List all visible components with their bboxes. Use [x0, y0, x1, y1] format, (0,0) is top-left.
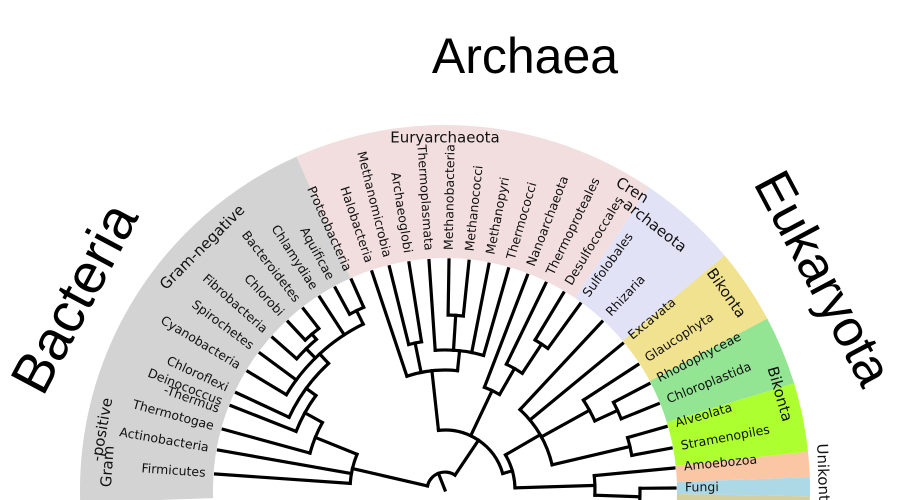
- group-unikonta: Unikonta: [813, 443, 833, 500]
- branch-segment: [611, 381, 652, 405]
- branch-arc: [404, 368, 460, 379]
- group-gram-positive-1: Gram: [97, 445, 118, 488]
- plants-band: [649, 318, 795, 423]
- branch-segment: [413, 341, 423, 375]
- branch-segment: [469, 262, 491, 355]
- branch-segment: [527, 341, 625, 423]
- branch-segment: [517, 319, 605, 412]
- branch-arc: [436, 428, 505, 476]
- branch-segment: [436, 471, 448, 493]
- branch-segment: [592, 408, 620, 424]
- branch-arc: [425, 470, 458, 488]
- branch-segment: [451, 313, 458, 352]
- branch-segment: [350, 466, 430, 488]
- branch-arc: [284, 321, 366, 397]
- branch-segment: [270, 335, 299, 362]
- branch-segment: [520, 341, 544, 376]
- branch-segment: [333, 285, 352, 317]
- branch-segment: [407, 260, 424, 344]
- branch-segment: [504, 281, 548, 367]
- phylogenetic-branches: [213, 258, 677, 500]
- branch-segment: [446, 258, 451, 317]
- branch-segment: [455, 349, 462, 373]
- branch-segment: [228, 403, 299, 434]
- taxon-amoebozoa: Amoebozoa: [683, 451, 758, 473]
- branch-segment: [619, 401, 661, 421]
- taxon-firmicutes: Firmicutes: [141, 460, 206, 479]
- branch-arc: [406, 339, 424, 347]
- branch-segment: [468, 388, 495, 438]
- animalia-band: [676, 494, 810, 500]
- branch-arc: [286, 361, 331, 420]
- amoebozoa-band: [675, 451, 810, 482]
- branch-segment: [213, 472, 352, 486]
- bacteria-band: [79, 156, 351, 500]
- branch-arc: [446, 313, 466, 318]
- branch-segment: [593, 493, 642, 499]
- branch-segment: [532, 290, 566, 343]
- branch-arc: [638, 486, 642, 500]
- branch-segment: [482, 273, 530, 390]
- taxon-thermoplasmata: Thermoplasmata: [414, 143, 436, 251]
- branch-segment: [285, 319, 308, 343]
- branch-segment: [503, 432, 543, 458]
- branch-segment: [317, 294, 347, 338]
- branch-segment: [550, 444, 632, 467]
- crenarchaeota-band: [574, 187, 725, 341]
- archaea-band: [296, 125, 650, 298]
- domain-label-archaea: Archaea: [432, 28, 618, 84]
- branch-segment: [349, 277, 366, 310]
- branch-segment: [545, 301, 583, 351]
- branch-segment: [497, 366, 517, 397]
- branch-segment: [461, 259, 471, 318]
- branch-arc: [517, 407, 555, 467]
- branch-segment: [302, 410, 325, 425]
- branch-segment: [629, 446, 673, 458]
- branch-segment: [387, 264, 411, 347]
- branch-segment: [539, 408, 592, 440]
- alveolata-stramenopiles-band: [666, 383, 808, 466]
- branch-segment: [234, 390, 292, 420]
- branch-segment: [221, 427, 312, 456]
- taxon-methanobacteria: Methanobacteria: [441, 144, 458, 250]
- branch-segment: [369, 269, 409, 379]
- branch-segment: [513, 483, 597, 490]
- group-euryarchaeota: Euryarchaeota: [390, 129, 499, 147]
- branch-segment: [500, 468, 515, 476]
- branch-segment: [625, 424, 669, 440]
- branch-segment: [592, 466, 676, 478]
- branch-segment: [303, 346, 318, 361]
- branch-segment: [257, 350, 299, 383]
- branch-segment: [430, 368, 441, 433]
- branch-segment: [481, 266, 511, 358]
- branch-segment: [313, 435, 360, 457]
- colored-group-bands: [79, 125, 810, 500]
- branch-segment: [303, 386, 319, 398]
- bikonta-excavata-band: [622, 255, 768, 382]
- branch-segment: [301, 306, 322, 331]
- branch-segment: [354, 308, 366, 327]
- branch-segment: [452, 437, 481, 478]
- branch-arc: [581, 397, 597, 424]
- branch-segment: [427, 258, 437, 353]
- branch-segment: [317, 351, 331, 366]
- taxon-fungi: Fungi: [685, 479, 719, 494]
- fungi-band: [676, 477, 810, 497]
- branch-segment: [216, 448, 354, 476]
- branch-segment: [245, 369, 289, 397]
- branch-arc: [433, 348, 486, 358]
- branch-segment: [581, 362, 641, 403]
- branch-arc: [592, 473, 597, 497]
